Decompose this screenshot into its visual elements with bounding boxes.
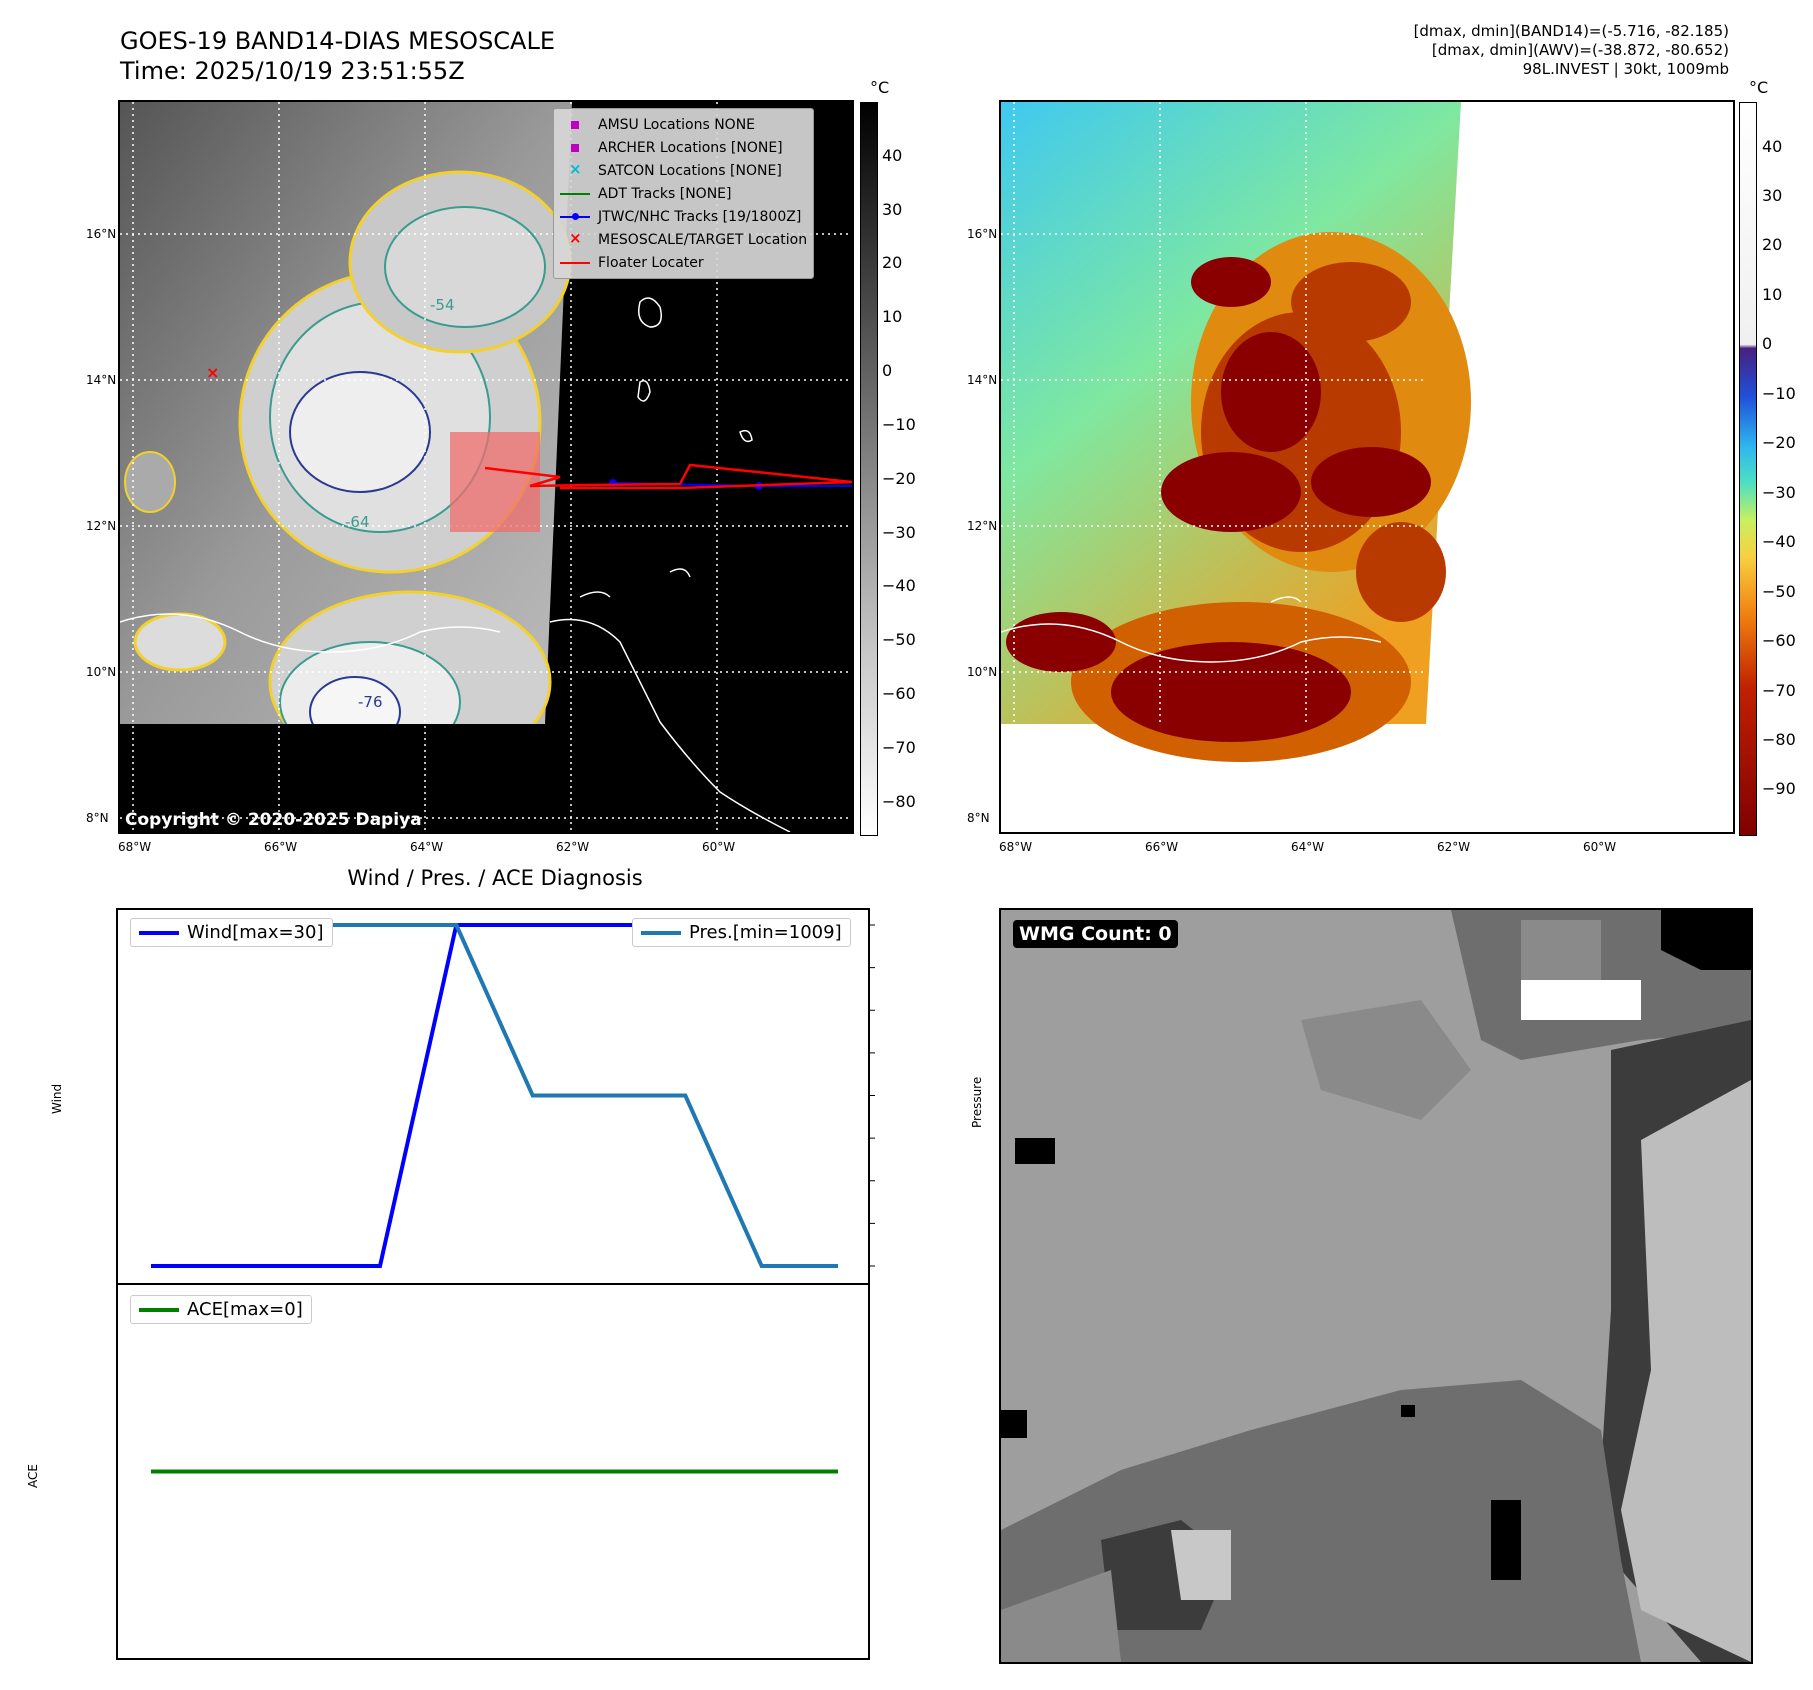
cyan-x-icon: × xyxy=(569,159,582,178)
ir-colorbar-tick: 20 xyxy=(882,253,903,273)
awv-map-panel xyxy=(999,100,1735,834)
ir-colorbar xyxy=(860,102,878,836)
awv-lat-tick-label: 14°N xyxy=(967,373,998,387)
awv-lat-tick-label: 16°N xyxy=(967,227,998,241)
ir-lon-tick-label: 60°W xyxy=(702,840,736,854)
contour-label: -64 xyxy=(345,513,370,531)
ir-map-image: × -54 -64 -76 xyxy=(120,102,852,832)
ace-axis-label: ACE xyxy=(26,1464,40,1488)
awv-colorbar-tick: −60 xyxy=(1762,631,1796,651)
info-line3: 98L.INVEST | 30kt, 1009mb xyxy=(1522,60,1729,78)
pressure-legend: Pres.[min=1009] xyxy=(632,918,851,947)
copyright-text: Copyright © 2020-2025 Dapiya xyxy=(125,810,422,830)
ir-colorbar-tick: 40 xyxy=(882,145,903,165)
legend-item: ARCHER Locations [NONE] xyxy=(560,136,807,159)
pressure-series-line xyxy=(151,923,838,1268)
awv-colorbar-tick: −40 xyxy=(1762,532,1796,552)
ir-lat-tick-label: 8°N xyxy=(86,811,109,825)
legend-item: × MESOSCALE/TARGET Location xyxy=(560,228,807,251)
wmg-image xyxy=(1001,910,1751,1662)
info-line1: [dmax, dmin](BAND14)=(-5.716, -82.185) xyxy=(1413,22,1729,40)
magenta-square-icon xyxy=(560,141,590,155)
wind-pressure-axes xyxy=(116,908,870,1285)
ir-lat-tick-label: 10°N xyxy=(86,665,117,679)
ir-colorbar-tick: 0 xyxy=(882,361,893,381)
ir-colorbar-tick: −10 xyxy=(882,414,916,434)
ir-lon-tick-label: 66°W xyxy=(264,840,298,854)
awv-lon-tick-label: 62°W xyxy=(1437,840,1471,854)
awv-lon-tick-label: 60°W xyxy=(1583,840,1617,854)
legend-item: AMSU Locations NONE xyxy=(560,113,807,136)
svg-text:×: × xyxy=(206,363,219,382)
ir-colorbar-unit: °C xyxy=(870,78,890,97)
pressure-axis-label: Pressure xyxy=(970,1076,984,1128)
ir-colorbar-tick: −80 xyxy=(882,791,916,811)
awv-colorbar-tick: 10 xyxy=(1762,284,1783,304)
legend-item: × SATCON Locations [NONE] xyxy=(560,159,807,182)
blue-line-dot-icon xyxy=(560,210,590,224)
awv-colorbar-tick: 30 xyxy=(1762,185,1783,205)
green-line-icon xyxy=(139,1307,179,1312)
awv-colorbar-tick: 20 xyxy=(1762,235,1783,255)
ir-colorbar-tick: 10 xyxy=(882,307,903,327)
red-line-icon xyxy=(560,256,590,270)
awv-colorbar-tick: −30 xyxy=(1762,482,1796,502)
ir-lon-tick-label: 62°W xyxy=(556,840,590,854)
figure-title: GOES-19 BAND14-DIAS MESOSCALE Time: 2025… xyxy=(120,26,555,86)
awv-lat-tick-label: 12°N xyxy=(967,519,998,533)
awv-colorbar-tick: 0 xyxy=(1762,334,1773,354)
awv-colorbar-tick: −50 xyxy=(1762,581,1796,601)
ir-legend: AMSU Locations NONE ARCHER Locations [NO… xyxy=(553,108,815,279)
wind-legend: Wind[max=30] xyxy=(130,918,333,947)
awv-lon-tick-label: 64°W xyxy=(1291,840,1325,854)
legend-item: Floater Locater xyxy=(560,251,807,274)
contour-label: -54 xyxy=(430,296,455,314)
green-line-icon xyxy=(560,187,590,201)
title-line1: GOES-19 BAND14-DIAS MESOSCALE xyxy=(120,27,556,55)
wind-series-line xyxy=(151,923,838,1268)
legend-item: JTWC/NHC Tracks [19/1800Z] xyxy=(560,205,807,228)
ir-lat-tick-label: 14°N xyxy=(86,373,117,387)
legend-item: ADT Tracks [NONE] xyxy=(560,182,807,205)
awv-lat-tick-label: 10°N xyxy=(967,665,998,679)
wmg-count-badge: WMG Count: 0 xyxy=(1013,920,1178,948)
diagnosis-title: Wind / Pres. / ACE Diagnosis xyxy=(347,866,643,890)
awv-lon-tick-label: 68°W xyxy=(999,840,1033,854)
awv-lon-tick-label: 66°W xyxy=(1145,840,1179,854)
awv-colorbar xyxy=(1739,102,1757,836)
awv-lat-tick-label: 8°N xyxy=(967,811,990,825)
info-line2: [dmax, dmin](AWV)=(-38.872, -80.652) xyxy=(1431,41,1729,59)
ir-lon-tick-label: 68°W xyxy=(118,840,152,854)
ir-map-panel: × -54 -64 -76 Copyright © 2020-2025 Dapi… xyxy=(118,100,854,834)
awv-colorbar-tick: −70 xyxy=(1762,680,1796,700)
ir-lon-tick-label: 64°W xyxy=(410,840,444,854)
steelblue-line-icon xyxy=(641,930,681,935)
magenta-square-icon xyxy=(560,118,590,132)
ir-colorbar-tick: 30 xyxy=(882,199,903,219)
ace-legend: ACE[max=0] xyxy=(130,1295,312,1324)
awv-colorbar-tick: −80 xyxy=(1762,730,1796,750)
title-line2: Time: 2025/10/19 23:51:55Z xyxy=(120,57,465,85)
ir-colorbar-tick: −30 xyxy=(882,522,916,542)
contour-label: -76 xyxy=(358,693,383,711)
awv-colorbar-tick: −10 xyxy=(1762,383,1796,403)
figure-info: [dmax, dmin](BAND14)=(-5.716, -82.185) [… xyxy=(1414,22,1729,79)
ir-colorbar-tick: −50 xyxy=(882,630,916,650)
awv-colorbar-tick: 40 xyxy=(1762,136,1783,156)
diagnosis-chart: 3029282726251011.001010.751010.501010.25… xyxy=(116,908,875,1660)
blue-line-icon xyxy=(139,930,179,935)
ir-lat-tick-label: 16°N xyxy=(86,227,117,241)
ir-colorbar-tick: −40 xyxy=(882,576,916,596)
awv-map-image xyxy=(1001,102,1471,762)
awv-colorbar-tick: −20 xyxy=(1762,433,1796,453)
red-x-icon: × xyxy=(569,228,582,247)
wmg-panel: WMG Count: 0 xyxy=(999,908,1753,1664)
ir-colorbar-tick: −60 xyxy=(882,684,916,704)
ir-lat-tick-label: 12°N xyxy=(86,519,117,533)
ir-colorbar-tick: −20 xyxy=(882,468,916,488)
wind-axis-label: Wind xyxy=(50,1083,64,1114)
awv-colorbar-unit: °C xyxy=(1749,78,1769,97)
awv-colorbar-tick: −90 xyxy=(1762,779,1796,799)
ir-colorbar-tick: −70 xyxy=(882,737,916,757)
